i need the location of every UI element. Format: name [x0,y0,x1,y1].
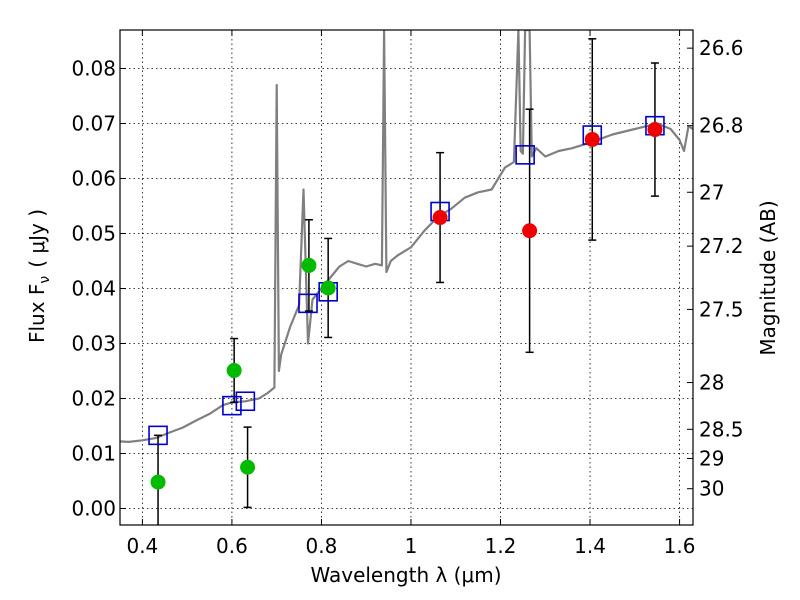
nir-data-point [584,131,600,147]
x-tick-label: 1 [405,534,418,558]
magnitude-tick-label: 28.5 [699,417,744,441]
x-axis-title: Wavelength λ (μm) [310,563,501,587]
magnitude-tick-label: 26.8 [699,114,744,138]
x-tick-label: 1.6 [664,534,696,558]
magnitude-tick-label: 26.6 [699,36,744,60]
y-axis-title-left-subscript: ν [37,276,53,284]
optical-data-point [320,280,336,296]
optical-data-point [240,459,256,475]
error-bars [154,38,659,525]
model-spectrum [120,30,693,443]
y-tick-label: 0.07 [71,112,116,136]
axis-ticks [120,30,693,525]
tick-labels: 0.4 0.6 0.8 1 1.2 1.4 1.6 0.00 0.01 0.02 0.03 0.04 0… [71,36,743,558]
magnitude-tick-label: 27.5 [699,297,744,321]
y-tick-label: 0.02 [71,387,116,411]
optical-data-point [150,474,166,490]
model-photometry-square [222,395,242,416]
spectrum-line [120,30,693,443]
grid-lines [120,30,693,525]
nir-data-point [647,122,663,138]
model-photometry-square [515,145,535,165]
data-markers [148,115,665,490]
model-photometry-square [235,391,256,412]
optical-data-point [226,362,242,378]
nir-data-point [522,223,538,239]
magnitude-tick-label: 29 [699,446,724,470]
plot-frame [119,29,694,526]
nir-data-point [432,210,448,226]
x-tick-label: 1.4 [574,534,606,558]
x-tick-label: 1.2 [485,534,517,558]
magnitude-tick-label: 28 [699,371,724,395]
y-tick-label: 0.00 [71,497,116,521]
y-axis-title-left-main: Flux F [25,284,49,343]
y-tick-label: 0.05 [71,222,116,246]
y-tick-label: 0.06 [71,167,116,191]
y-tick-label: 0.01 [71,442,116,466]
y-tick-label: 0.08 [71,57,116,81]
y-axis-title-left: Flux Fν ( μJy ) [25,209,53,343]
x-tick-label: 0.4 [126,534,158,558]
y-axis-title-right: Magnitude (AB) [756,200,780,355]
optical-data-point [301,257,317,273]
y-tick-label: 0.03 [71,332,116,356]
model-photometry-square [148,425,168,446]
magnitude-tick-label: 27.2 [699,234,744,258]
x-tick-label: 0.6 [216,534,248,558]
x-tick-label: 0.8 [306,534,338,558]
y-tick-label: 0.04 [71,277,116,301]
magnitude-tick-label: 30 [699,477,724,501]
model-photometry-square [298,293,318,314]
y-axis-title-left-unit: ( μJy ) [25,209,49,268]
magnitude-tick-label: 27 [699,180,724,204]
